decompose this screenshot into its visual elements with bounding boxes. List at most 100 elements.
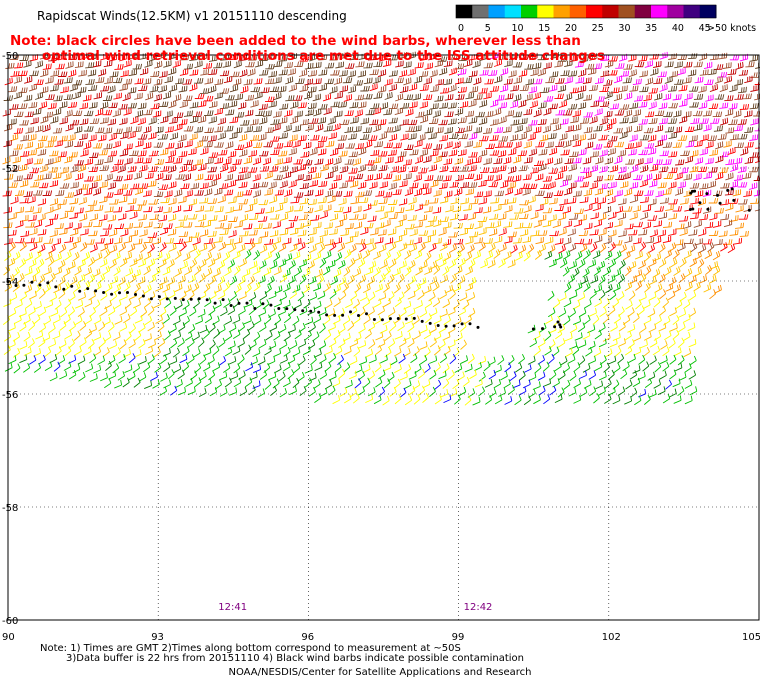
wind-barb <box>224 125 234 132</box>
contamination-marker <box>277 307 281 310</box>
wind-barb <box>208 135 217 142</box>
wind-barb <box>542 207 553 214</box>
contamination-marker <box>22 283 26 287</box>
wind-barb <box>659 370 667 380</box>
wind-barb <box>708 103 719 109</box>
wind-barb <box>439 134 448 142</box>
wind-barb <box>339 70 348 77</box>
wind-barb <box>400 119 409 126</box>
wind-barb <box>58 243 67 254</box>
wind-barb <box>143 362 151 373</box>
wind-barb <box>439 196 449 204</box>
wind-barb <box>378 273 386 284</box>
wind-barb <box>188 198 197 206</box>
wind-barb <box>257 275 266 285</box>
wind-barb <box>317 148 327 156</box>
wind-barb <box>19 119 29 126</box>
wind-barb <box>488 181 499 188</box>
wind-barb <box>248 241 256 252</box>
wind-barb <box>672 249 680 260</box>
wind-barb <box>47 135 58 142</box>
wind-barb <box>548 353 555 365</box>
wind-barb <box>648 258 657 267</box>
wind-barb <box>97 273 106 284</box>
wind-barb <box>618 274 626 284</box>
wind-barb <box>630 164 639 173</box>
wind-barb <box>279 355 288 364</box>
wind-barb <box>428 291 436 302</box>
wind-barb <box>162 348 171 357</box>
wind-barb <box>54 223 64 230</box>
wind-barb <box>110 164 119 173</box>
wind-barb <box>195 316 203 325</box>
wind-barb <box>117 164 126 173</box>
wind-barb <box>468 231 479 238</box>
wind-barb <box>150 71 160 78</box>
wind-barb <box>539 198 549 206</box>
y-tick-label: -50 <box>2 51 18 62</box>
wind-barb <box>167 149 177 158</box>
wind-barb <box>63 94 74 101</box>
wind-barb <box>172 316 181 326</box>
wind-barb <box>267 53 278 60</box>
wind-barb <box>574 238 585 245</box>
wind-barb <box>38 274 46 285</box>
wind-barb <box>165 126 174 133</box>
wind-barb <box>24 267 33 276</box>
wind-barb <box>269 165 279 172</box>
wind-barb <box>434 59 443 68</box>
wind-barb <box>182 252 191 262</box>
wind-barb <box>204 174 214 181</box>
wind-barb <box>159 386 168 396</box>
wind-barb <box>497 150 507 158</box>
wind-barb <box>332 395 341 405</box>
wind-barb <box>373 251 381 260</box>
wind-barb <box>73 330 81 341</box>
y-tick-label: -60 <box>2 616 18 627</box>
wind-barb <box>687 69 697 77</box>
wind-barb <box>159 307 167 317</box>
wind-barb <box>72 79 83 86</box>
wind-barb <box>38 322 47 333</box>
wind-barb <box>382 219 391 228</box>
wind-barb <box>78 292 86 301</box>
wind-barb <box>39 164 48 173</box>
wind-barb <box>613 93 623 102</box>
wind-barb <box>313 314 322 324</box>
wind-barb <box>253 364 262 374</box>
wind-barb <box>119 83 128 91</box>
wind-barb <box>252 348 261 358</box>
wind-barb <box>582 157 592 165</box>
wind-barb <box>259 117 268 125</box>
wind-barb <box>577 148 587 156</box>
wind-barb <box>89 182 98 190</box>
wind-barb <box>388 274 395 285</box>
wind-barb <box>74 61 84 69</box>
wind-barb <box>118 103 128 110</box>
wind-barb <box>528 119 538 126</box>
wind-barb <box>642 361 650 372</box>
wind-barb <box>150 372 158 382</box>
wind-barb <box>295 173 304 181</box>
wind-barb <box>148 166 158 173</box>
wind-barb <box>598 386 606 396</box>
wind-barb <box>672 329 680 340</box>
wind-barb <box>28 83 38 92</box>
wind-barb <box>738 198 748 205</box>
wind-barb <box>264 251 272 261</box>
wind-barb <box>434 362 441 373</box>
wind-barb <box>74 140 84 148</box>
wind-barb <box>540 183 550 190</box>
wind-barb <box>244 344 252 355</box>
wind-barb <box>349 387 357 398</box>
wind-barb <box>625 379 633 390</box>
wind-barb <box>533 219 542 228</box>
wind-barb <box>23 331 31 342</box>
wind-barb <box>373 92 383 99</box>
wind-barb <box>449 353 457 365</box>
wind-barb <box>158 85 167 93</box>
color-legend: 0 5 10 15 20 25 30 35 40 45>50 knots <box>455 4 756 34</box>
wind-barb <box>563 237 572 246</box>
wind-barb <box>273 76 282 84</box>
wind-barb <box>727 147 736 156</box>
